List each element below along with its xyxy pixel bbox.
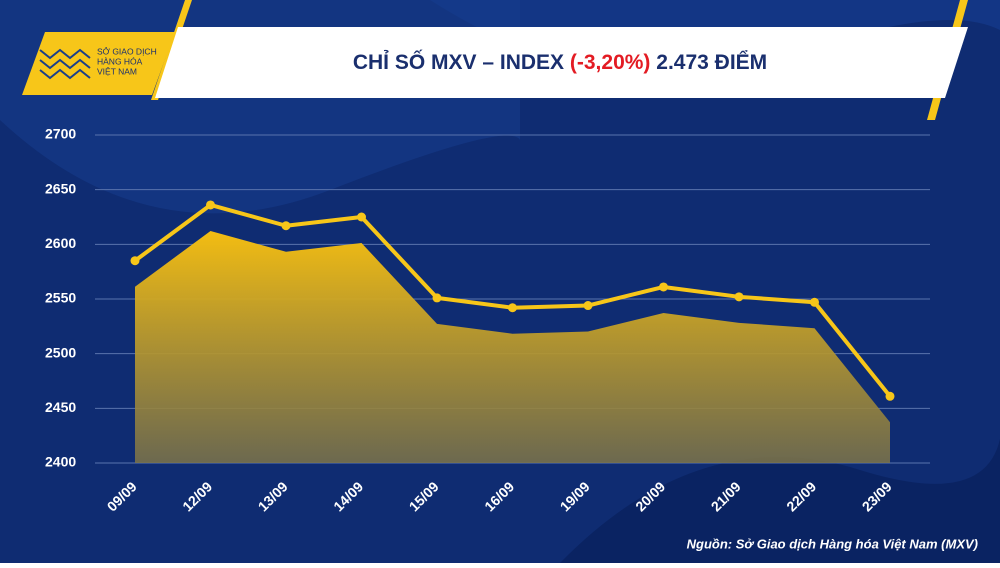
- title-main: CHỈ SỐ MXV – INDEX: [353, 50, 564, 74]
- bg-shape: [560, 390, 1000, 563]
- logo-text: HÀNG HÓA: [97, 56, 143, 66]
- title-change: (-3,20%): [570, 51, 651, 74]
- logo-mark: [39, 48, 91, 80]
- point: [810, 297, 819, 307]
- y-tick-label: 2400: [45, 454, 76, 470]
- point: [357, 212, 366, 222]
- point: [659, 282, 668, 292]
- logo-box: [22, 32, 175, 95]
- chart-title: CHỈ SỐ MXV – INDEX (-3,20%) 2.473 ĐIỂM: [353, 50, 767, 74]
- y-tick-label: 2550: [45, 290, 76, 306]
- y-tick-label: 2600: [45, 235, 76, 251]
- point: [281, 221, 291, 231]
- y-tick-label: 2650: [45, 180, 76, 196]
- point: [885, 391, 895, 401]
- point: [432, 293, 442, 303]
- y-tick-label: 2700: [45, 126, 76, 142]
- logo-text: VIỆT NAM: [97, 66, 137, 76]
- logo-text: SỞ GIAO DỊCH: [97, 45, 157, 56]
- y-tick-label: 2450: [45, 399, 76, 415]
- y-tick-label: 2500: [45, 344, 76, 360]
- area-decoration: [135, 230, 890, 463]
- point: [206, 200, 215, 210]
- point: [583, 301, 593, 311]
- point: [508, 303, 517, 313]
- title-value: 2.473 ĐIỂM: [656, 51, 767, 74]
- point: [130, 256, 140, 266]
- source: Nguồn: Sở Giao dịch Hàng hóa Việt Nam (M…: [687, 536, 978, 551]
- title-banner: [155, 27, 968, 98]
- point: [734, 292, 744, 302]
